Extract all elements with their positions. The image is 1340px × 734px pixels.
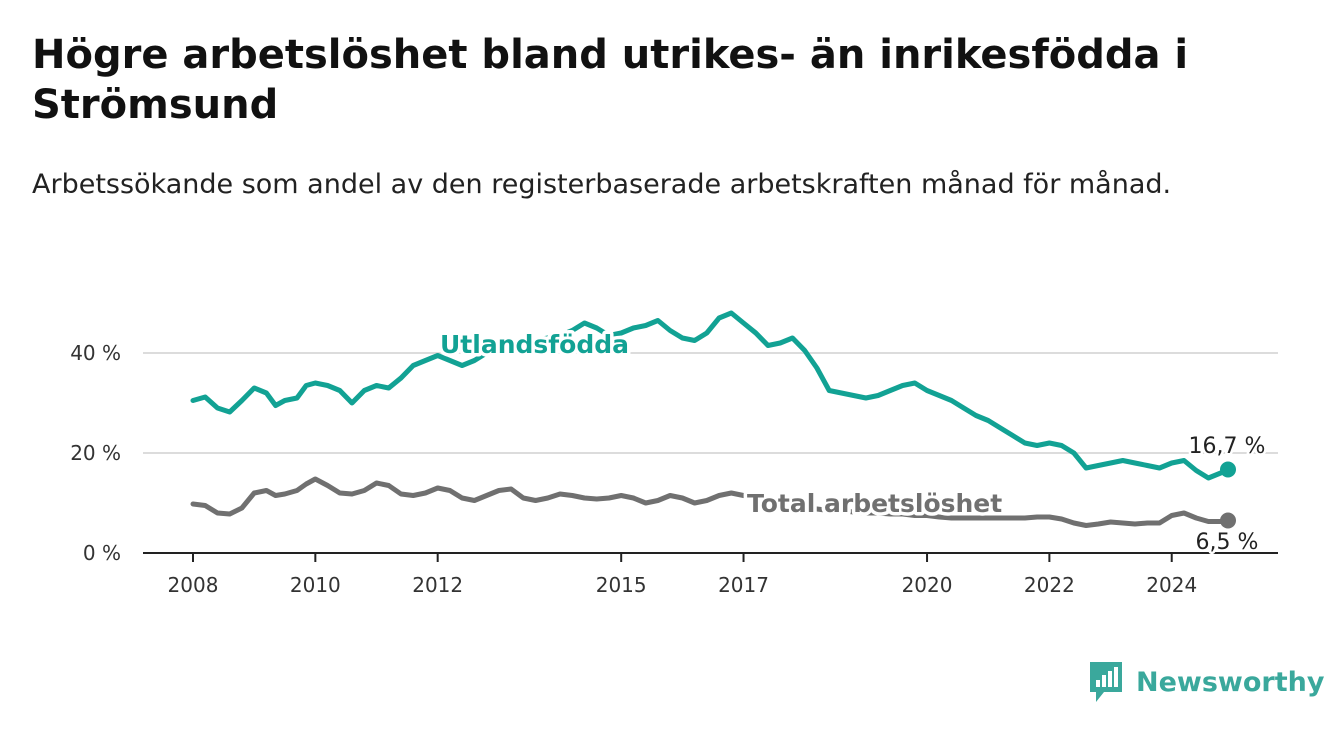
x-tick-label: 2008 bbox=[168, 573, 219, 597]
y-tick-label: 40 % bbox=[70, 341, 121, 365]
newsworthy-brand: Newsworthy bbox=[1088, 660, 1324, 704]
series-end-dot-0 bbox=[1220, 461, 1236, 478]
x-tick-label: 2010 bbox=[290, 573, 341, 597]
series-lines bbox=[190, 310, 1236, 529]
end-value-utlandsfodda: 16,7 % bbox=[1189, 434, 1266, 459]
bar-chart-logo-icon bbox=[1090, 662, 1122, 702]
x-tick-label: 2022 bbox=[1024, 573, 1075, 597]
x-tick-label: 2020 bbox=[902, 573, 953, 597]
end-value-total-arbetsloshet: 6,5 % bbox=[1196, 530, 1259, 555]
series-labels: Utlandsfödda Total arbetslöshet 16,7 % 6… bbox=[437, 327, 1268, 558]
series-end-dot-1 bbox=[1220, 512, 1236, 529]
chart-title: Högre arbetslöshet bland utrikes- än inr… bbox=[32, 32, 1189, 128]
y-tick-label: 0 % bbox=[83, 541, 121, 565]
x-axis-ticks: 2008 2010 2012 2015 2017 2020 2022 2024 bbox=[168, 553, 1197, 597]
y-axis-ticks: 0 % 20 % 40 % bbox=[70, 341, 121, 565]
series-line-1 bbox=[190, 476, 1231, 528]
series-label-utlandsfodda: Utlandsfödda bbox=[440, 330, 629, 359]
x-tick-label: 2024 bbox=[1146, 573, 1197, 597]
series-line-0 bbox=[190, 310, 1231, 481]
x-tick-label: 2012 bbox=[412, 573, 463, 597]
series-label-total-arbetsloshet: Total arbetslöshet bbox=[747, 489, 1002, 518]
brand-name: Newsworthy bbox=[1136, 666, 1325, 698]
grid-lines bbox=[143, 352, 1278, 454]
x-tick-label: 2017 bbox=[718, 573, 769, 597]
chart-subtitle: Arbetssökande som andel av den registerb… bbox=[32, 169, 1172, 200]
x-tick-label: 2015 bbox=[596, 573, 647, 597]
y-tick-label: 20 % bbox=[70, 441, 121, 465]
